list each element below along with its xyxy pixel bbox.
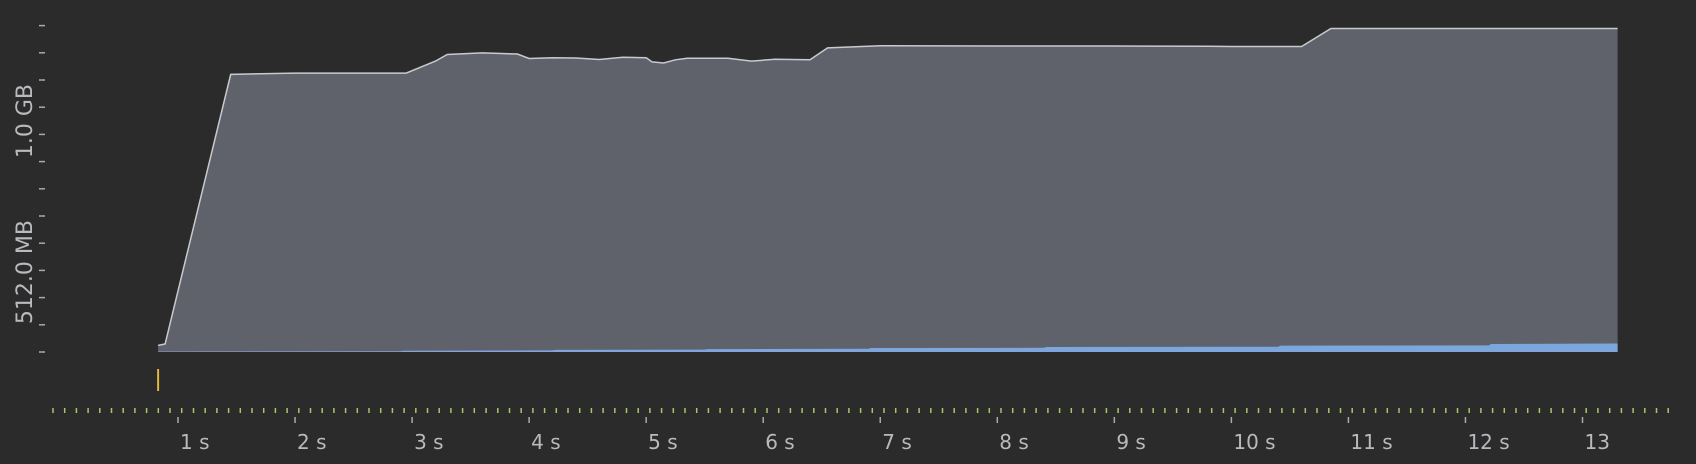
x-tick-label: 6 s [765, 430, 795, 454]
x-tick-label: 7 s [882, 430, 912, 454]
series-area-0 [158, 28, 1618, 352]
x-tick-label: 9 s [1116, 430, 1146, 454]
x-tick-label: 11 s [1350, 430, 1392, 454]
series-outline-0 [157, 27, 1618, 347]
x-tick-label: 2 s [297, 430, 327, 454]
x-tick-label: 5 s [648, 430, 678, 454]
x-tick-label: 13 [1585, 430, 1610, 454]
x-axis: 1 s 2 s 3 s 4 s 5 s 6 s 7 s 8 s 9 s 10 s 11 s 12 s 1… [52, 408, 1669, 454]
x-tick-label: 1 s [180, 430, 210, 454]
series-area-group [157, 27, 1618, 352]
x-tick-label: 12 s [1467, 430, 1509, 454]
x-tick-label: 3 s [414, 430, 444, 454]
x-tick-label: 4 s [531, 430, 561, 454]
y-axis: 512.0 MB 1.0 GB [13, 24, 45, 353]
series-area-1 [158, 343, 1618, 352]
y-tick-label: 1.0 GB [13, 84, 38, 158]
x-tick-label: 10 s [1233, 430, 1275, 454]
y-tick-label: 512.0 MB [13, 220, 38, 324]
x-tick-label: 8 s [999, 430, 1029, 454]
